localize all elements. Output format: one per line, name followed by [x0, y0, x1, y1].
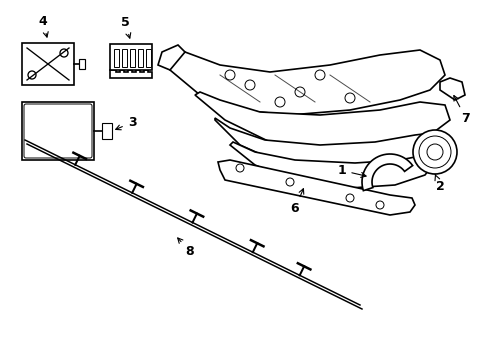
Text: 5: 5: [121, 16, 131, 38]
Text: 6: 6: [291, 189, 304, 215]
Circle shape: [28, 71, 36, 79]
Polygon shape: [440, 78, 465, 100]
FancyBboxPatch shape: [24, 104, 92, 158]
Bar: [22, 43, 74, 85]
Circle shape: [346, 194, 354, 202]
Circle shape: [345, 93, 355, 103]
Bar: [79, 59, 85, 69]
Circle shape: [236, 164, 244, 172]
Polygon shape: [110, 70, 152, 78]
Circle shape: [427, 144, 443, 160]
Text: 1: 1: [338, 164, 366, 177]
Bar: [138, 49, 143, 67]
Polygon shape: [158, 45, 185, 70]
Bar: [102, 123, 112, 139]
Polygon shape: [215, 118, 445, 172]
Text: 7: 7: [454, 95, 470, 125]
Circle shape: [295, 87, 305, 97]
Text: 4: 4: [39, 15, 48, 37]
Bar: [114, 49, 119, 67]
Bar: [122, 49, 127, 67]
Polygon shape: [230, 142, 435, 188]
Bar: [146, 49, 151, 67]
Circle shape: [286, 178, 294, 186]
Text: 2: 2: [435, 175, 444, 193]
Text: 8: 8: [178, 238, 195, 258]
Circle shape: [376, 201, 384, 209]
Bar: [130, 49, 135, 67]
Polygon shape: [195, 92, 450, 150]
Polygon shape: [170, 50, 445, 115]
Bar: [110, 44, 152, 70]
Circle shape: [315, 70, 325, 80]
Circle shape: [413, 130, 457, 174]
Polygon shape: [218, 160, 415, 215]
Circle shape: [419, 136, 451, 168]
Circle shape: [60, 49, 68, 57]
Bar: [22, 102, 94, 160]
Text: 3: 3: [116, 116, 136, 130]
Polygon shape: [362, 154, 413, 191]
Circle shape: [275, 97, 285, 107]
Circle shape: [245, 80, 255, 90]
Circle shape: [225, 70, 235, 80]
